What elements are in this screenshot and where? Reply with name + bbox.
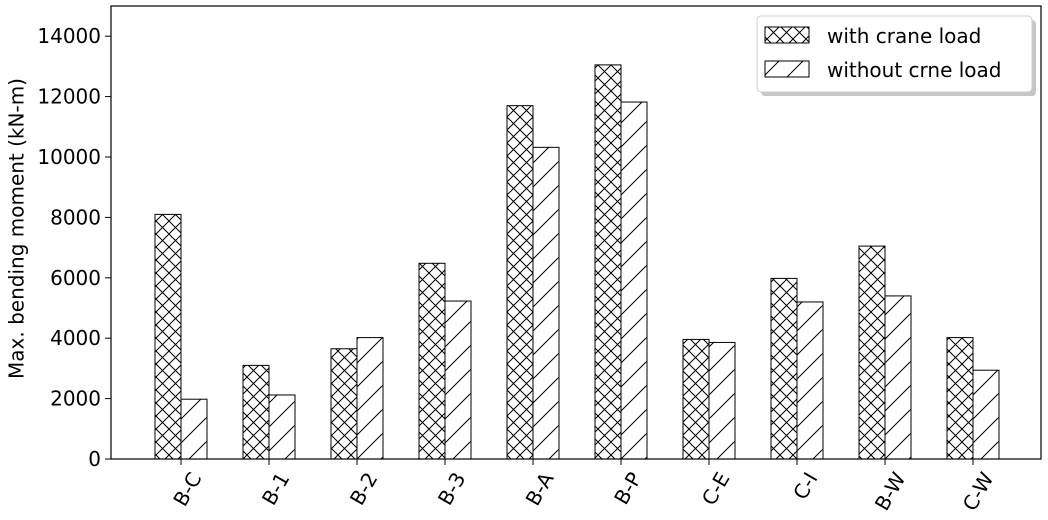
x-tick-label: B-1 [257, 468, 295, 509]
x-tick-label: B-C [168, 468, 206, 510]
y-tick-label: 2000 [50, 387, 101, 411]
x-tick-label: C-E [697, 468, 735, 509]
x-tick-label: C-W [958, 468, 999, 515]
x-tick-label: B-3 [433, 468, 471, 509]
x-tick-label: C-I [788, 468, 822, 503]
bar-without-crane-load [444, 300, 472, 460]
bar-without-crane-load [532, 146, 560, 460]
y-axis-ticks: 0 2000 4000 6000 8000 10000 12000 14000 [37, 24, 111, 471]
bar-with-crane-load [418, 262, 446, 460]
bar-with-crane-load [682, 338, 710, 460]
bar-with-crane-load [946, 337, 974, 460]
legend-label-without-crane: without crne load [827, 58, 1002, 82]
bar-without-crane-load [708, 341, 736, 460]
y-tick-label: 14000 [37, 24, 101, 48]
x-tick-label: B-W [870, 468, 911, 515]
legend-box [756, 15, 1033, 93]
bar-with-crane-load [154, 213, 182, 460]
y-tick-label: 6000 [50, 266, 101, 290]
y-tick-label: 0 [88, 447, 101, 471]
bar-with-crane-load [594, 64, 622, 460]
bar-with-crane-load [242, 364, 270, 460]
bar-with-crane-load [506, 105, 534, 460]
legend: with crane load without crne load [756, 15, 1036, 96]
bar-without-crane-load [796, 301, 824, 460]
bar-without-crane-load [356, 337, 384, 460]
bar-without-crane-load [620, 101, 648, 460]
x-tick-label: B-A [521, 468, 559, 510]
bar-with-crane-load [858, 245, 886, 460]
y-axis-label: Max. bending moment (kN-m) [5, 78, 29, 379]
bar-without-crane-load [268, 394, 296, 460]
bar-without-crane-load [972, 369, 1000, 460]
y-tick-label: 4000 [50, 326, 101, 350]
x-axis-ticks: B-C B-1 B-2 B-3 B-A B-P C-E C-I B-W C-W [168, 459, 999, 515]
y-tick-label: 8000 [50, 205, 101, 229]
x-tick-label: B-2 [345, 468, 383, 509]
bar-without-crane-load [180, 398, 208, 460]
x-tick-label: B-P [609, 468, 646, 509]
y-tick-label: 10000 [37, 145, 101, 169]
bar-with-crane-load [770, 277, 798, 460]
y-tick-label: 12000 [37, 85, 101, 109]
legend-label-with-crane: with crane load [827, 24, 981, 48]
legend-swatch-with-crane [764, 26, 810, 44]
bar-with-crane-load [330, 348, 358, 460]
bar-without-crane-load [884, 295, 912, 460]
legend-swatch-without-crane [764, 60, 810, 78]
bars-group [154, 64, 1000, 460]
plot-area-frame [110, 5, 1042, 460]
